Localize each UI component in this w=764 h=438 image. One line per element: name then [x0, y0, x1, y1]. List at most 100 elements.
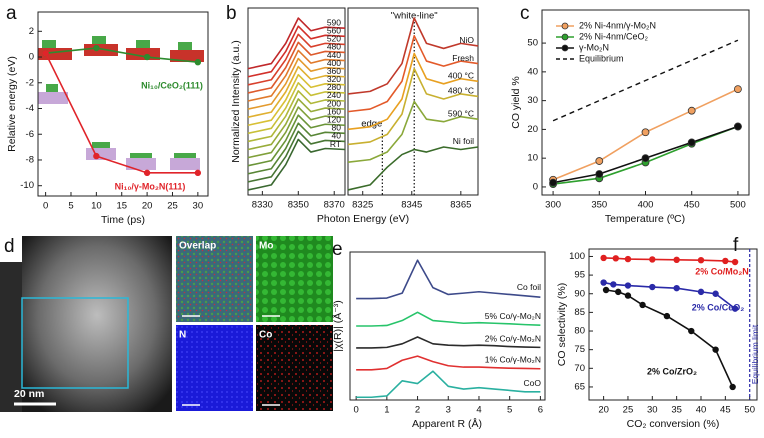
data-point: [600, 254, 607, 262]
x-axis-label: Apparent R (Å): [412, 417, 482, 430]
x-tick-label: 8370: [324, 200, 345, 211]
series-line: [247, 49, 346, 102]
series-label: Fresh: [452, 53, 474, 63]
chart: f CO₂ conversion (%) CO selectivity (%) 20 2…: [556, 235, 760, 430]
series-label: 240: [327, 90, 341, 100]
y-tick-label: -10: [20, 180, 34, 191]
series-line: [347, 52, 479, 131]
tile-label: Co: [259, 330, 272, 341]
cluster-sketch: [178, 42, 192, 50]
y-tick-label: 40: [527, 66, 538, 77]
series-line: [247, 122, 346, 175]
data-point: [731, 305, 739, 312]
x-tick-label: 8365: [450, 200, 471, 211]
series-line: [603, 257, 736, 263]
data-point: [624, 292, 632, 299]
data-point: [673, 256, 680, 264]
y-tick-label: -6: [26, 129, 34, 140]
data-point: [649, 283, 656, 291]
series-line: [247, 17, 346, 70]
series-label: 200: [327, 98, 341, 108]
series-line: [356, 336, 541, 349]
series-line: [247, 138, 346, 191]
series-line: [356, 311, 541, 327]
y-axis-label: CO yield %: [510, 76, 522, 129]
data-point: [624, 255, 632, 263]
legend-label: 2% Ni-4nm/CeO₂: [579, 31, 649, 41]
cluster-sketch: [174, 153, 196, 158]
series-line: [44, 52, 198, 174]
eds-map: [256, 325, 333, 411]
series-line: [247, 82, 346, 135]
x-tick-label: 500: [730, 200, 746, 211]
series-line: [247, 41, 346, 94]
series-label: Ni₁₀/γ-Mo₂N(111): [115, 181, 186, 191]
y-tick-label: 90: [574, 288, 585, 299]
data-point: [610, 281, 617, 288]
series-label: Ni₁₀/CeO₂(111): [141, 80, 203, 90]
series-label: 320: [327, 74, 341, 84]
series-line: [356, 259, 541, 300]
legend-marker: [561, 22, 569, 30]
x-tick-label: 0: [43, 201, 48, 212]
x-tick-label: 4: [476, 405, 481, 416]
annotation: edge: [361, 119, 382, 130]
selection-box: [21, 297, 129, 389]
slab-sketch: [170, 158, 200, 170]
cluster-sketch: [42, 40, 56, 48]
series-label: 40: [332, 131, 342, 141]
data-point: [663, 312, 671, 320]
cluster-sketch: [130, 153, 152, 158]
data-point: [731, 258, 739, 266]
y-tick-label: -2: [26, 77, 34, 88]
panel-letter: b: [226, 3, 237, 24]
y-axis-label: CO selectivity (%): [556, 283, 568, 366]
data-point: [595, 170, 604, 178]
slab-sketch: [170, 50, 204, 62]
series-label: 2% Co/γ-Mo₂N: [485, 333, 541, 343]
structure-sketches: [38, 36, 204, 170]
x-axis-label: Temperature (ºC): [605, 213, 685, 225]
data-point: [649, 256, 656, 263]
micrograph-panel: d 20 nm Overlap Mo N Co: [0, 236, 333, 412]
series-line: [356, 370, 541, 399]
x-tick-label: 3: [446, 405, 451, 416]
y-axis-label: |χ(R)| (Å⁻³): [331, 300, 344, 352]
series-line: [247, 57, 346, 110]
x-tick-label: 30: [193, 201, 204, 212]
slab-sketch: [126, 158, 156, 170]
series-label: 280: [327, 82, 341, 92]
data-point: [624, 282, 632, 289]
x-tick-label: 35: [671, 405, 682, 416]
plot-frame: [347, 7, 479, 196]
series-label: Co foil: [517, 282, 541, 292]
y-tick-label: 20: [527, 124, 538, 135]
x-tick-label: 15: [116, 201, 127, 212]
eds-map: [176, 236, 253, 322]
data-point: [194, 58, 202, 66]
data-point: [688, 327, 695, 335]
series-label: 160: [327, 106, 341, 116]
y-tick-label: 95: [574, 270, 585, 281]
chart: 8325 8345 8365 edge "white-line" NiO Fresh 400 …: [347, 7, 479, 211]
series-line: [347, 17, 479, 95]
data-point: [673, 284, 680, 292]
x-axis-label: Time (ps): [101, 214, 145, 226]
chart: b Photon Energy (eV) Normalized Intensity …: [226, 3, 409, 225]
data-point: [729, 383, 736, 391]
series-line: [247, 98, 346, 151]
x-tick-label: 5: [68, 201, 73, 212]
scale-bar-label: 20 nm: [14, 388, 44, 400]
x-tick-label: 8345: [401, 200, 422, 211]
x-tick-label: 2: [415, 405, 420, 416]
data-point: [600, 279, 607, 286]
x-tick-label: 350: [591, 200, 607, 211]
legend-marker: [561, 44, 569, 52]
series-line: [247, 73, 346, 127]
y-tick-label: 50: [527, 38, 538, 49]
y-tick-label: 65: [574, 381, 585, 392]
x-tick-label: 400: [638, 200, 654, 211]
series-label: 400: [327, 58, 341, 68]
